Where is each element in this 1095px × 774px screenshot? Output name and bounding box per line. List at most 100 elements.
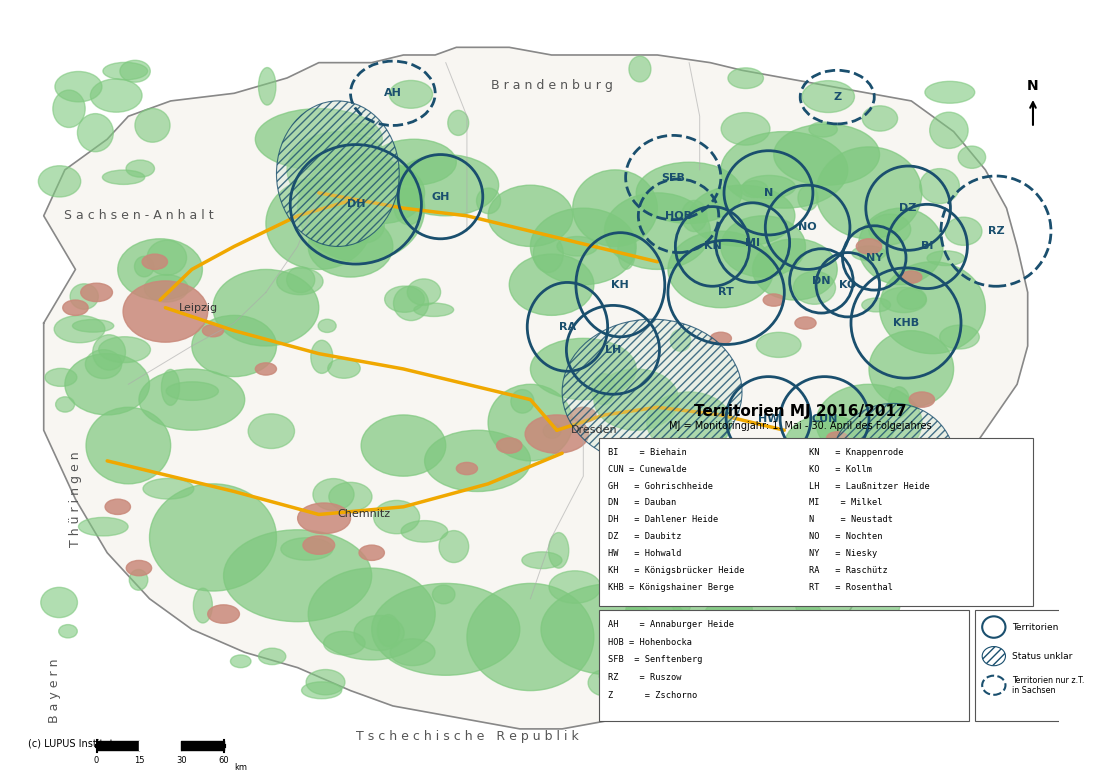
Ellipse shape: [526, 415, 589, 454]
Ellipse shape: [81, 283, 113, 302]
Ellipse shape: [161, 369, 180, 406]
Text: LH: LH: [604, 345, 621, 354]
Text: B a y e r n: B a y e r n: [48, 659, 61, 723]
Ellipse shape: [657, 455, 679, 467]
Text: Territorien: Territorien: [1012, 622, 1058, 632]
Ellipse shape: [439, 530, 469, 563]
Text: T h ü r i n g e n: T h ü r i n g e n: [69, 451, 82, 547]
Text: MI: MI: [745, 238, 760, 248]
Ellipse shape: [414, 303, 453, 317]
Ellipse shape: [862, 298, 890, 312]
Ellipse shape: [647, 392, 731, 454]
Ellipse shape: [768, 560, 807, 574]
Ellipse shape: [774, 651, 804, 666]
Ellipse shape: [687, 449, 738, 465]
Ellipse shape: [390, 639, 435, 666]
Ellipse shape: [298, 503, 350, 533]
Ellipse shape: [784, 455, 806, 467]
Ellipse shape: [809, 122, 838, 137]
Ellipse shape: [700, 584, 827, 675]
Ellipse shape: [530, 208, 636, 285]
Ellipse shape: [728, 68, 763, 88]
Ellipse shape: [897, 288, 926, 310]
Ellipse shape: [394, 188, 423, 224]
Text: DZ   = Daubitz: DZ = Daubitz: [608, 532, 681, 541]
Text: RZ: RZ: [988, 226, 1004, 236]
Ellipse shape: [55, 71, 102, 102]
Ellipse shape: [795, 553, 901, 645]
Ellipse shape: [795, 525, 828, 539]
Ellipse shape: [655, 634, 677, 670]
Text: km: km: [234, 762, 247, 772]
Text: SFB  = Senftenberg: SFB = Senftenberg: [608, 656, 702, 664]
Ellipse shape: [192, 315, 276, 377]
Ellipse shape: [869, 330, 954, 407]
Ellipse shape: [852, 246, 886, 261]
Ellipse shape: [208, 604, 240, 623]
Text: B r a n d e n b u r g: B r a n d e n b u r g: [491, 79, 612, 92]
Ellipse shape: [816, 147, 922, 239]
Text: RT: RT: [718, 287, 734, 297]
Text: BI    = Biehain: BI = Biehain: [608, 448, 687, 457]
Ellipse shape: [255, 363, 276, 375]
Ellipse shape: [668, 231, 774, 308]
Text: HOB: HOB: [665, 211, 692, 221]
Ellipse shape: [311, 341, 333, 373]
Ellipse shape: [378, 615, 400, 646]
Ellipse shape: [496, 438, 522, 454]
Ellipse shape: [393, 155, 498, 216]
Ellipse shape: [126, 160, 154, 177]
Ellipse shape: [344, 124, 374, 136]
Ellipse shape: [298, 155, 425, 262]
Ellipse shape: [287, 267, 314, 293]
Ellipse shape: [888, 387, 910, 418]
Ellipse shape: [62, 300, 89, 315]
Ellipse shape: [119, 60, 150, 82]
Ellipse shape: [740, 180, 768, 197]
Ellipse shape: [711, 332, 731, 344]
Ellipse shape: [742, 176, 795, 198]
Text: (c) LUPUS Institut: (c) LUPUS Institut: [27, 738, 114, 748]
Text: HW: HW: [758, 414, 780, 423]
Text: N     = Neustadt: N = Neustadt: [809, 515, 892, 524]
Ellipse shape: [56, 397, 74, 412]
Ellipse shape: [570, 407, 596, 423]
Text: HOB = Hohenbocka: HOB = Hohenbocka: [608, 638, 692, 647]
Ellipse shape: [103, 170, 145, 184]
Ellipse shape: [835, 681, 881, 700]
Ellipse shape: [927, 251, 965, 265]
Ellipse shape: [287, 132, 393, 208]
Text: Z      = Zschorno: Z = Zschorno: [608, 690, 696, 700]
Ellipse shape: [145, 275, 188, 302]
Text: Territorien MJ 2016/2017: Territorien MJ 2016/2017: [694, 404, 907, 419]
Ellipse shape: [827, 432, 848, 444]
Ellipse shape: [123, 281, 208, 342]
Text: HW   = Hohwald: HW = Hohwald: [608, 549, 681, 558]
Ellipse shape: [142, 254, 168, 269]
Ellipse shape: [774, 124, 879, 185]
Ellipse shape: [488, 185, 573, 246]
Ellipse shape: [135, 108, 170, 142]
Ellipse shape: [488, 384, 573, 461]
Ellipse shape: [118, 239, 203, 300]
Ellipse shape: [433, 585, 456, 604]
Text: P o l e n: P o l e n: [994, 459, 1007, 509]
Ellipse shape: [599, 668, 637, 684]
Text: KH: KH: [611, 279, 630, 289]
Text: N: N: [1027, 79, 1039, 94]
Ellipse shape: [920, 169, 959, 204]
Ellipse shape: [324, 632, 365, 655]
Ellipse shape: [166, 382, 219, 400]
Polygon shape: [44, 47, 1028, 729]
Ellipse shape: [371, 139, 457, 185]
Ellipse shape: [862, 106, 898, 131]
Ellipse shape: [359, 545, 384, 560]
Ellipse shape: [832, 403, 955, 519]
Ellipse shape: [573, 170, 657, 246]
Ellipse shape: [319, 319, 336, 333]
Text: DH: DH: [347, 200, 365, 209]
Ellipse shape: [339, 163, 425, 224]
Text: Status unklar: Status unklar: [1012, 652, 1072, 661]
Ellipse shape: [901, 271, 922, 283]
Ellipse shape: [129, 570, 148, 591]
